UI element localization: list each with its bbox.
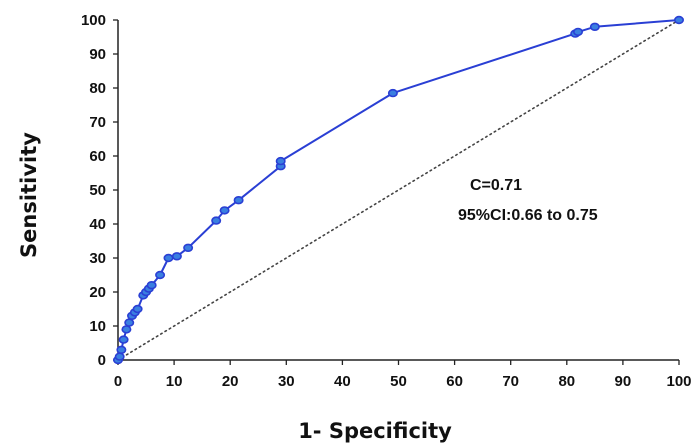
y-tick-label: 20 bbox=[89, 284, 106, 301]
ci-annotation: 95%CI:0.66 to 0.75 bbox=[458, 207, 598, 224]
roc-point bbox=[183, 243, 194, 253]
y-tick-label: 40 bbox=[89, 216, 106, 233]
x-tick-label: 90 bbox=[615, 373, 632, 390]
roc-point bbox=[219, 206, 230, 215]
roc-point bbox=[132, 304, 143, 314]
x-tick-label: 70 bbox=[502, 373, 519, 390]
y-tick-label: 70 bbox=[89, 114, 106, 131]
x-tick-label: 20 bbox=[222, 373, 239, 390]
x-tick-label: 100 bbox=[666, 373, 691, 390]
x-tick-label: 0 bbox=[114, 373, 122, 390]
series-layer bbox=[113, 15, 684, 365]
y-axis-title: Sensitivity bbox=[17, 132, 41, 258]
roc-point bbox=[211, 216, 222, 225]
y-tick-label: 100 bbox=[81, 12, 106, 29]
x-tick-label: 60 bbox=[446, 373, 463, 390]
roc-point bbox=[163, 253, 174, 263]
y-tick-label: 90 bbox=[89, 46, 106, 63]
roc-point bbox=[121, 325, 132, 334]
roc-point bbox=[171, 252, 182, 261]
roc-point bbox=[118, 335, 129, 344]
roc-point bbox=[155, 270, 166, 280]
y-tick-label: 80 bbox=[89, 80, 106, 97]
roc-point bbox=[589, 22, 600, 31]
y-tick-label: 30 bbox=[89, 250, 106, 267]
x-tick-label: 80 bbox=[558, 373, 575, 390]
y-tick-label: 50 bbox=[89, 182, 106, 199]
x-tick-label: 50 bbox=[390, 373, 407, 390]
x-tick-label: 40 bbox=[334, 373, 351, 390]
roc-point bbox=[124, 318, 135, 327]
c-statistic-annotation: C=0.71 bbox=[470, 177, 522, 194]
roc-point bbox=[387, 88, 398, 98]
roc-point bbox=[275, 156, 286, 166]
roc-point bbox=[233, 196, 244, 205]
roc-point bbox=[114, 352, 125, 361]
reference-diagonal-line bbox=[117, 19, 680, 361]
y-tick-label: 0 bbox=[98, 352, 106, 369]
y-ticks: 0 10 20 30 40 50 60 70 80 90 100 bbox=[81, 12, 118, 369]
x-tick-label: 30 bbox=[278, 373, 295, 390]
y-tick-label: 10 bbox=[89, 318, 106, 335]
x-tick-label: 10 bbox=[166, 373, 183, 390]
roc-point bbox=[146, 281, 157, 290]
x-axis-title: 1- Specificity bbox=[298, 419, 452, 443]
roc-point bbox=[116, 345, 127, 354]
x-ticks: 0 10 20 30 40 50 60 70 80 90 100 bbox=[114, 360, 692, 390]
roc-point bbox=[673, 15, 684, 25]
roc-point bbox=[573, 27, 584, 37]
y-tick-label: 60 bbox=[89, 148, 106, 165]
